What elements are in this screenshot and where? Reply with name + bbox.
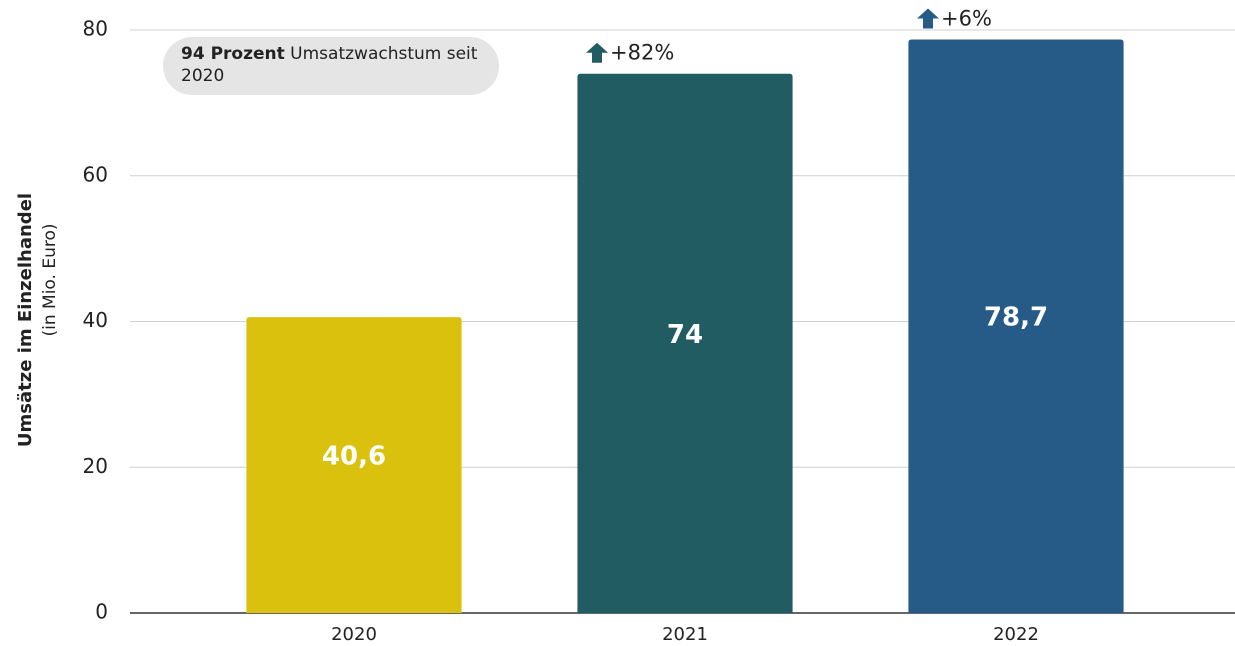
y-axis-sublabel: (in Mio. Euro)	[40, 224, 60, 337]
y-tick-label: 20	[83, 454, 108, 478]
bar	[908, 39, 1124, 613]
value-label: 74	[667, 320, 703, 350]
arrow-icon	[917, 8, 939, 29]
growth-label: +6%	[941, 6, 992, 30]
y-tick-label: 0	[95, 600, 108, 624]
value-label: 40,6	[322, 442, 386, 472]
arrow-icon	[586, 42, 608, 63]
badge-text: Umsatzwachstum seit 2020	[181, 44, 478, 86]
badge-bold: 94 Prozent	[181, 44, 285, 64]
x-tick-label: 2020	[331, 624, 377, 645]
bar	[577, 73, 793, 614]
growth-label: +82%	[610, 41, 674, 65]
y-tick-label: 60	[83, 162, 108, 186]
y-tick-label: 40	[83, 308, 108, 332]
x-tick-label: 2022	[993, 624, 1039, 645]
bar	[246, 317, 462, 613]
y-axis-label: Umsätze im Einzelhandel	[15, 193, 36, 447]
y-tick-label: 80	[83, 17, 108, 41]
value-label: 78,7	[984, 303, 1048, 333]
badge: 94 Prozent Umsatzwachstum seit 2020	[163, 37, 499, 95]
x-tick-label: 2021	[662, 624, 708, 645]
